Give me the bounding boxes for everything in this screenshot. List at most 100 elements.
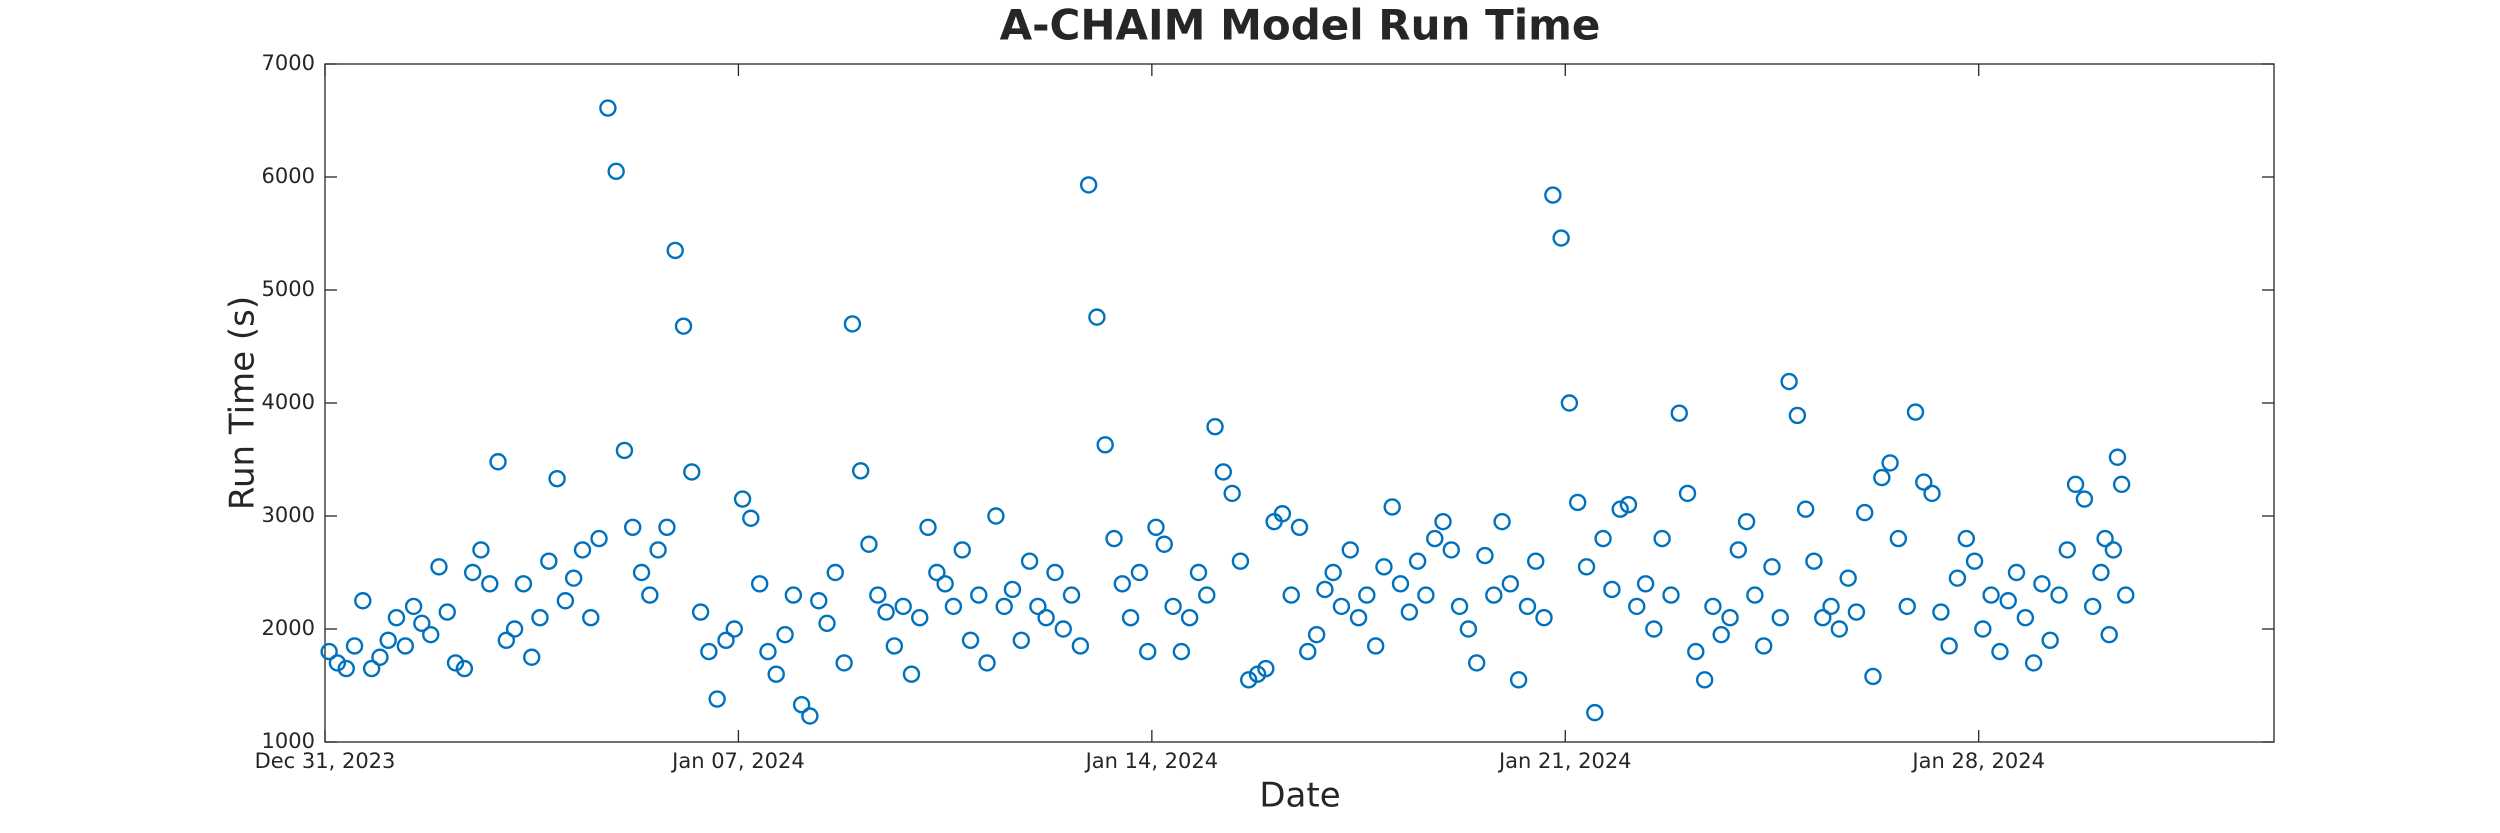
data-point [1864, 667, 1882, 686]
data-point [379, 631, 397, 649]
data-point [1332, 597, 1351, 616]
data-point [422, 625, 440, 644]
data-point [1096, 436, 1114, 454]
data-point [776, 625, 794, 644]
data-point [792, 696, 811, 714]
data-point [911, 609, 929, 627]
y-tick-label: 7000 [262, 51, 315, 75]
data-point [978, 654, 996, 672]
data-point [1780, 372, 1798, 391]
data-point [320, 642, 338, 661]
data-point [1603, 580, 1621, 599]
data-point [1282, 586, 1300, 604]
data-point [1619, 496, 1638, 514]
data-point [725, 620, 743, 638]
data-point [1383, 498, 1401, 516]
data-point [928, 563, 946, 582]
data-point [337, 659, 355, 678]
data-point [1527, 552, 1545, 570]
data-point [523, 648, 541, 666]
data-point [1299, 642, 1317, 661]
data-point [1349, 609, 1368, 627]
data-point [919, 518, 937, 536]
data-point [2058, 541, 2076, 559]
data-point [1037, 609, 1055, 627]
data-point [2100, 625, 2118, 644]
data-point [885, 637, 904, 655]
x-tick-label: Dec 31, 2023 [255, 749, 396, 773]
data-point [1805, 552, 1823, 570]
data-point [1375, 558, 1393, 576]
data-point [446, 654, 465, 672]
data-point [1915, 473, 1933, 491]
data-point [1991, 642, 2009, 661]
data-point [691, 603, 710, 621]
data-point [1856, 503, 1874, 522]
data-point [1172, 642, 1191, 661]
data-point [1636, 575, 1655, 593]
data-point [649, 541, 667, 559]
data-point [1442, 541, 1460, 559]
data-point [1932, 603, 1950, 621]
data-point [564, 569, 583, 587]
data-point [1341, 541, 1359, 559]
data-point [599, 99, 617, 117]
x-tick-label: Jan 28, 2024 [1910, 749, 2045, 773]
data-point [387, 609, 406, 627]
data-point [641, 586, 659, 604]
data-point [961, 631, 980, 649]
data-point [700, 642, 718, 661]
data-point [2050, 586, 2068, 604]
data-point [505, 620, 524, 638]
data-point [2024, 654, 2043, 672]
data-point [843, 315, 862, 333]
data-point [2083, 597, 2102, 616]
data-point [573, 541, 592, 559]
data-point [1434, 512, 1452, 531]
data-point [1847, 603, 1866, 621]
data-point [1231, 552, 1250, 570]
data-point [1822, 597, 1840, 616]
data-point [582, 609, 600, 627]
data-point [2092, 563, 2110, 582]
data-point [2041, 631, 2059, 649]
data-point [345, 637, 364, 655]
data-point [1678, 484, 1697, 503]
y-tick-label: 6000 [262, 164, 315, 188]
data-point [328, 654, 347, 672]
data-point [1493, 512, 1511, 531]
data-point [2096, 529, 2114, 548]
data-point [1704, 597, 1722, 616]
data-point [1881, 454, 1899, 472]
data-point [1501, 575, 1520, 593]
data-point [1012, 631, 1031, 649]
data-point [708, 690, 726, 708]
data-point [2007, 563, 2026, 582]
data-point [624, 518, 642, 536]
data-point [615, 441, 634, 460]
data-point [1206, 418, 1224, 436]
data-point [717, 631, 735, 649]
data-point [674, 317, 693, 335]
data-point [894, 597, 912, 616]
y-axis-label: Run Time (s) [223, 296, 263, 510]
data-point [1974, 620, 1992, 638]
data-point [413, 614, 431, 633]
data-point [1712, 625, 1730, 644]
data-point [1586, 703, 1604, 722]
data-point [1273, 505, 1292, 523]
data-point [1147, 518, 1165, 536]
x-tick-label: Jan 07, 2024 [670, 749, 805, 773]
data-point [1467, 654, 1486, 672]
data-point [1307, 625, 1326, 644]
data-point [2066, 475, 2085, 494]
data-point [1721, 609, 1739, 627]
data-point [1391, 575, 1410, 593]
data-point [818, 614, 836, 633]
data-point [1771, 609, 1789, 627]
data-point [463, 563, 482, 582]
data-point [531, 609, 549, 627]
data-point [944, 597, 963, 616]
